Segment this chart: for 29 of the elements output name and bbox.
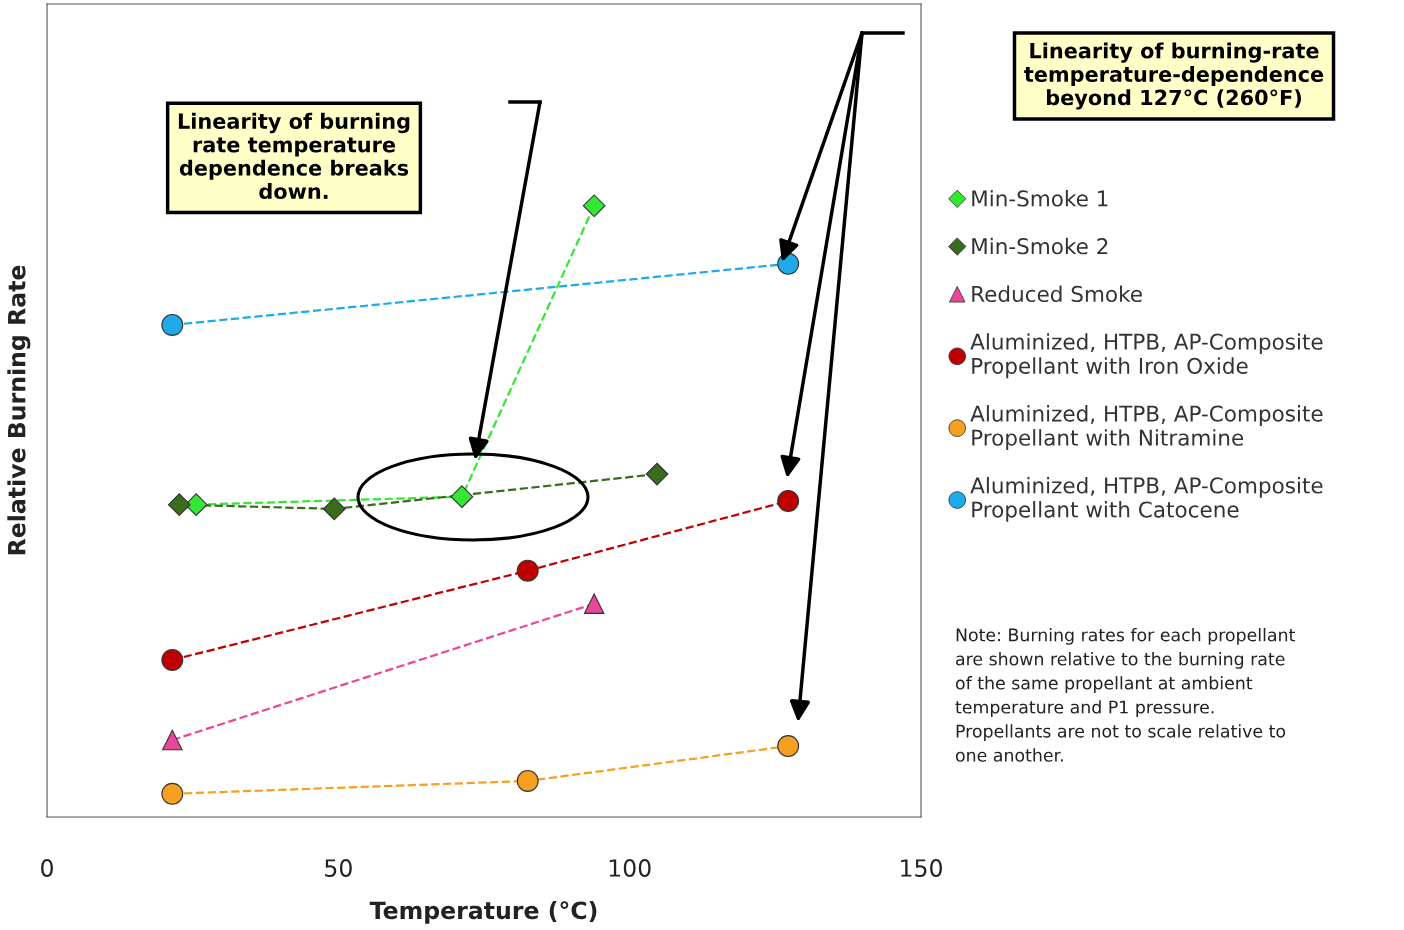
point <box>167 493 191 516</box>
point <box>582 194 606 218</box>
y-axis-title: Relative Burning Rate <box>7 265 31 555</box>
point <box>161 782 184 805</box>
x-tick-label: 150 <box>901 859 942 877</box>
point <box>450 485 474 509</box>
legend-label: Aluminized, HTPB, AP-Composite Propellant with Catocene <box>970 476 1323 522</box>
legend-label: Min-Smoke 1 <box>972 189 1108 207</box>
point <box>322 497 346 521</box>
x-tick-label: 50 <box>325 859 352 877</box>
text: Linearity of burning rate temperature dependence breaks down. <box>178 112 410 200</box>
point <box>161 313 184 336</box>
x-axis-title: Temperature (°C) <box>369 900 597 924</box>
legend-label: Reduced Smoke <box>972 285 1142 303</box>
x-tick-label: 100 <box>609 859 651 877</box>
point <box>162 729 183 751</box>
text: Linearity of burning-rate temperature-dependence beyond 127°C (260°F) <box>1024 42 1324 110</box>
legend-label: Aluminized, HTPB, AP-Composite Propellant with Nitramine <box>970 405 1323 450</box>
point <box>583 593 605 614</box>
text: Note: Burning rates for each propellant are shown relative to the burning rate of the same propellant at ambient temperature and P1 pressure. Propellants are not to scale relative to one another. <box>955 628 1295 762</box>
point <box>777 490 800 512</box>
point <box>516 769 539 792</box>
point <box>516 559 539 582</box>
point <box>777 735 800 758</box>
legend-label: Min-Smoke 2 <box>972 237 1108 255</box>
x-tick-label: 0 <box>41 859 53 877</box>
point <box>645 462 669 486</box>
legend-label: Aluminized, HTPB, AP-Composite Propellant with Iron Oxide <box>970 333 1323 379</box>
point <box>161 648 184 671</box>
